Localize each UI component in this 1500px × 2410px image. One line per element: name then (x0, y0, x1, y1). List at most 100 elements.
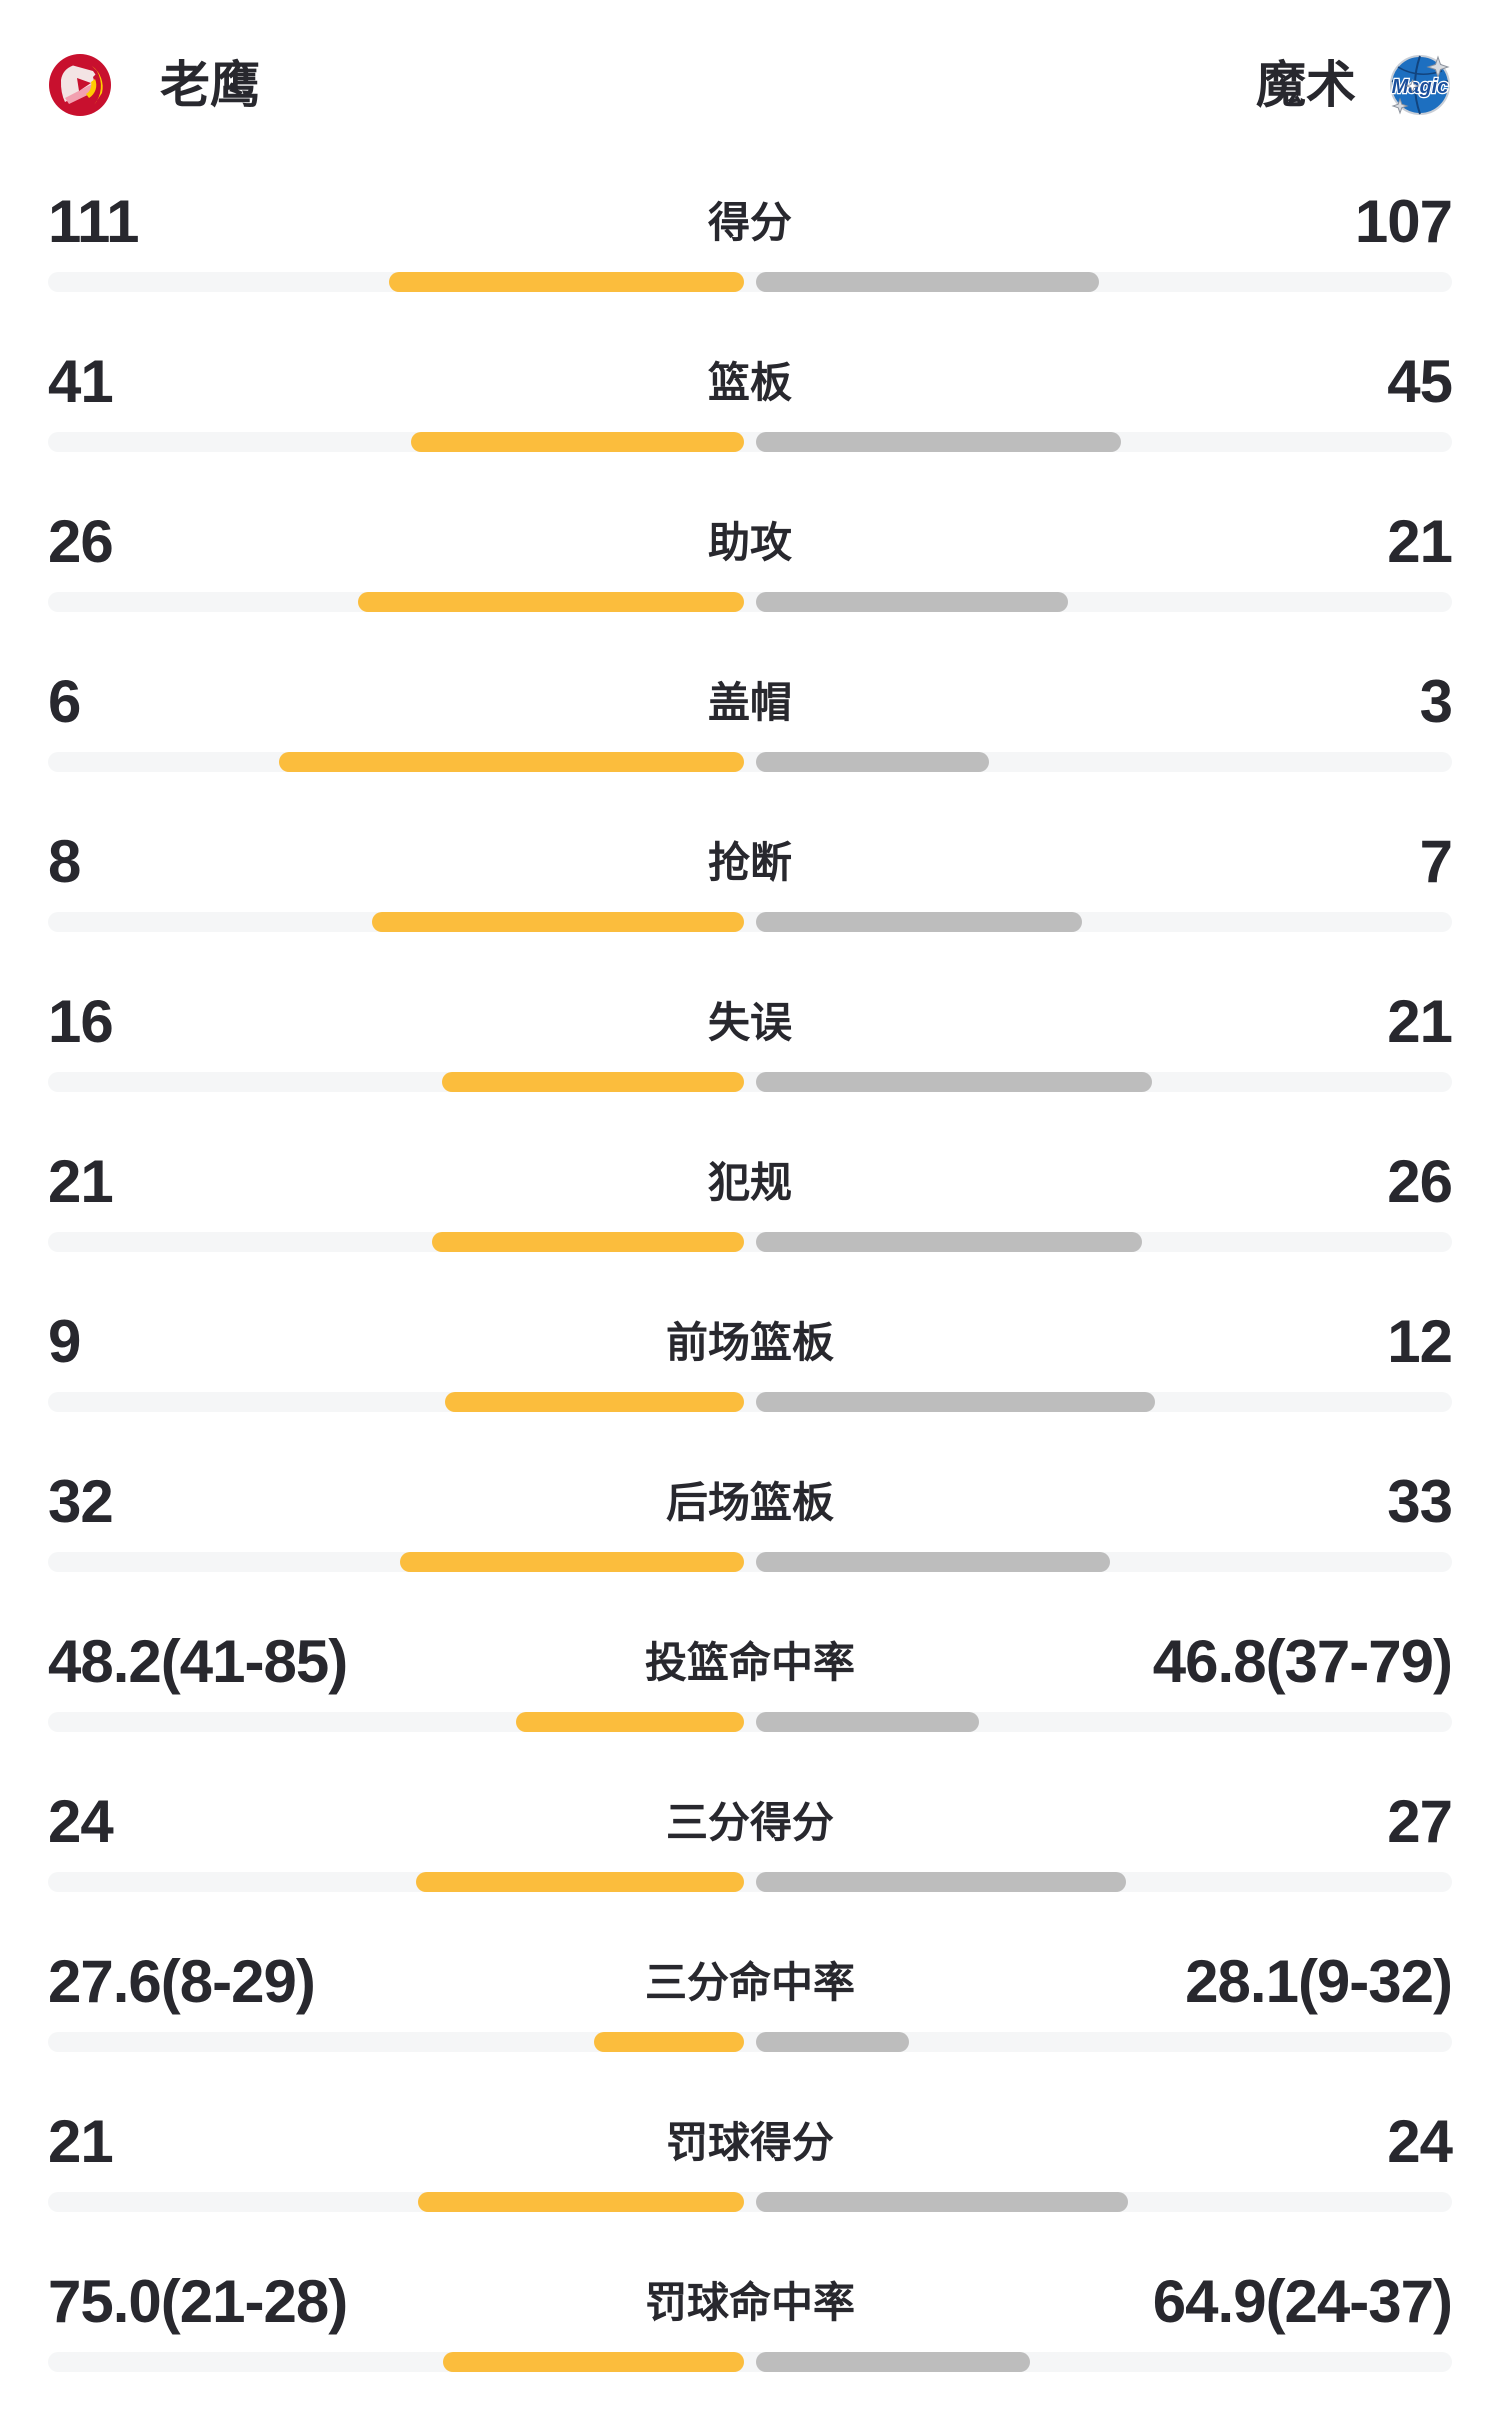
home-stat-bar (400, 1552, 744, 1572)
stat-label: 得分 (707, 199, 793, 246)
stat-bar-track (48, 2192, 1452, 2212)
home-stat-bar (432, 1232, 744, 1252)
stat-bar-track (48, 2032, 1452, 2052)
stat-bar-track (48, 1552, 1452, 1572)
home-stat-value: 24 (48, 1788, 114, 1855)
stat-bar-track (48, 272, 1452, 292)
stat-label: 罚球得分 (665, 2119, 835, 2166)
stat-values-line: 27.6(8-29) 三分命中率 28.1(9-32) (48, 1948, 1453, 2015)
magic-logo-icon: Magic (1388, 53, 1452, 117)
home-stat-value: 48.2(41-85) (48, 1628, 348, 1695)
away-stat-bar (756, 1872, 1126, 1892)
away-stat-value: 24 (1387, 2108, 1453, 2175)
away-stat-value: 3 (1419, 668, 1453, 735)
away-stat-bar (756, 1392, 1155, 1412)
stat-values-line: 111 得分 107 (48, 188, 1453, 255)
stat-bar-track (48, 1872, 1452, 1892)
stat-row: 26 助攻 21 (48, 490, 1453, 650)
home-stat-bar (594, 2032, 744, 2052)
stat-row: 27.6(8-29) 三分命中率 28.1(9-32) (48, 1930, 1453, 2090)
home-stat-bar (358, 592, 744, 612)
stat-values-line: 48.2(41-85) 投篮命中率 46.8(37-79) (48, 1628, 1453, 1695)
home-stat-value: 27.6(8-29) (48, 1948, 316, 2015)
away-stat-bar (756, 912, 1082, 932)
home-stat-bar (516, 1712, 744, 1732)
stat-values-line: 8 抢断 7 (48, 828, 1453, 895)
stat-label: 盖帽 (707, 679, 793, 726)
away-team-name: 魔术 (1256, 57, 1356, 113)
away-stat-value: 27 (1387, 1788, 1453, 1855)
stat-values-line: 32 后场篮板 33 (48, 1468, 1453, 1535)
stat-bar-track (48, 1072, 1452, 1092)
home-stat-value: 32 (48, 1468, 114, 1535)
away-stat-value: 28.1(9-32) (1185, 1948, 1453, 2015)
stat-label: 后场篮板 (665, 1479, 835, 1526)
stat-label: 犯规 (707, 1159, 793, 1206)
away-stat-value: 12 (1387, 1308, 1453, 1375)
stat-row: 75.0(21-28) 罚球命中率 64.9(24-37) (48, 2250, 1453, 2410)
away-stat-value: 107 (1354, 188, 1453, 255)
away-stat-value: 21 (1387, 988, 1453, 1055)
stat-row: 24 三分得分 27 (48, 1770, 1453, 1930)
stat-row: 21 罚球得分 24 (48, 2090, 1453, 2250)
home-stat-bar (445, 1392, 744, 1412)
stat-bar-track (48, 1232, 1452, 1252)
svg-text:Magic: Magic (1392, 76, 1449, 98)
away-stat-bar (756, 2032, 909, 2052)
home-stat-value: 26 (48, 508, 114, 575)
stat-label: 三分命中率 (644, 1959, 856, 2006)
stat-label: 前场篮板 (665, 1319, 835, 1366)
stat-values-line: 9 前场篮板 12 (48, 1308, 1453, 1375)
home-stat-bar (418, 2192, 744, 2212)
away-stat-bar (756, 1232, 1142, 1252)
home-stat-value: 21 (48, 2108, 114, 2175)
away-stat-bar (756, 272, 1099, 292)
home-stat-value: 8 (48, 828, 81, 895)
stat-bar-track (48, 592, 1452, 612)
home-stat-value: 41 (48, 348, 114, 415)
stat-row: 16 失误 21 (48, 970, 1453, 1130)
team-away: 魔术 Magic (1256, 53, 1452, 117)
stat-bar-track (48, 752, 1452, 772)
team-home: 老鹰 (48, 53, 260, 117)
away-stat-value: 64.9(24-37) (1152, 2268, 1453, 2335)
stat-row: 21 犯规 26 (48, 1130, 1453, 1290)
stat-row: 6 盖帽 3 (48, 650, 1453, 810)
stat-values-line: 75.0(21-28) 罚球命中率 64.9(24-37) (48, 2268, 1453, 2335)
stat-bar-track (48, 1392, 1452, 1412)
away-stat-value: 7 (1419, 828, 1453, 895)
home-stat-value: 6 (48, 668, 81, 735)
home-stat-value: 21 (48, 1148, 114, 1215)
stat-bar-track (48, 912, 1452, 932)
away-stat-bar (756, 752, 989, 772)
stat-label: 篮板 (707, 359, 793, 406)
home-stat-bar (416, 1872, 744, 1892)
home-stat-value: 111 (48, 188, 139, 255)
stat-label: 投篮命中率 (644, 1639, 856, 1686)
home-stat-bar (279, 752, 744, 772)
away-stat-value: 21 (1387, 508, 1453, 575)
stat-values-line: 26 助攻 21 (48, 508, 1453, 575)
home-stat-value: 75.0(21-28) (48, 2268, 348, 2335)
stat-label: 失误 (707, 999, 793, 1046)
away-stat-value: 33 (1387, 1468, 1453, 1535)
away-stat-bar (756, 1712, 979, 1732)
hawks-logo-icon (48, 53, 112, 117)
stat-row: 111 得分 107 (48, 170, 1453, 330)
away-stat-value: 26 (1387, 1148, 1453, 1215)
home-stat-value: 16 (48, 988, 114, 1055)
home-stat-bar (443, 2352, 744, 2372)
stats-list: 111 得分 107 41 篮板 45 26 助攻 21 (48, 170, 1453, 2410)
stat-values-line: 16 失误 21 (48, 988, 1453, 1055)
away-stat-value: 46.8(37-79) (1152, 1628, 1453, 1695)
stat-values-line: 24 三分得分 27 (48, 1788, 1453, 1855)
stat-row: 32 后场篮板 33 (48, 1450, 1453, 1610)
away-stat-value: 45 (1387, 348, 1453, 415)
away-stat-bar (756, 592, 1068, 612)
away-stat-bar (756, 1072, 1152, 1092)
stat-values-line: 6 盖帽 3 (48, 668, 1453, 735)
stat-row: 8 抢断 7 (48, 810, 1453, 970)
away-stat-bar (756, 2352, 1030, 2372)
stat-row: 9 前场篮板 12 (48, 1290, 1453, 1450)
